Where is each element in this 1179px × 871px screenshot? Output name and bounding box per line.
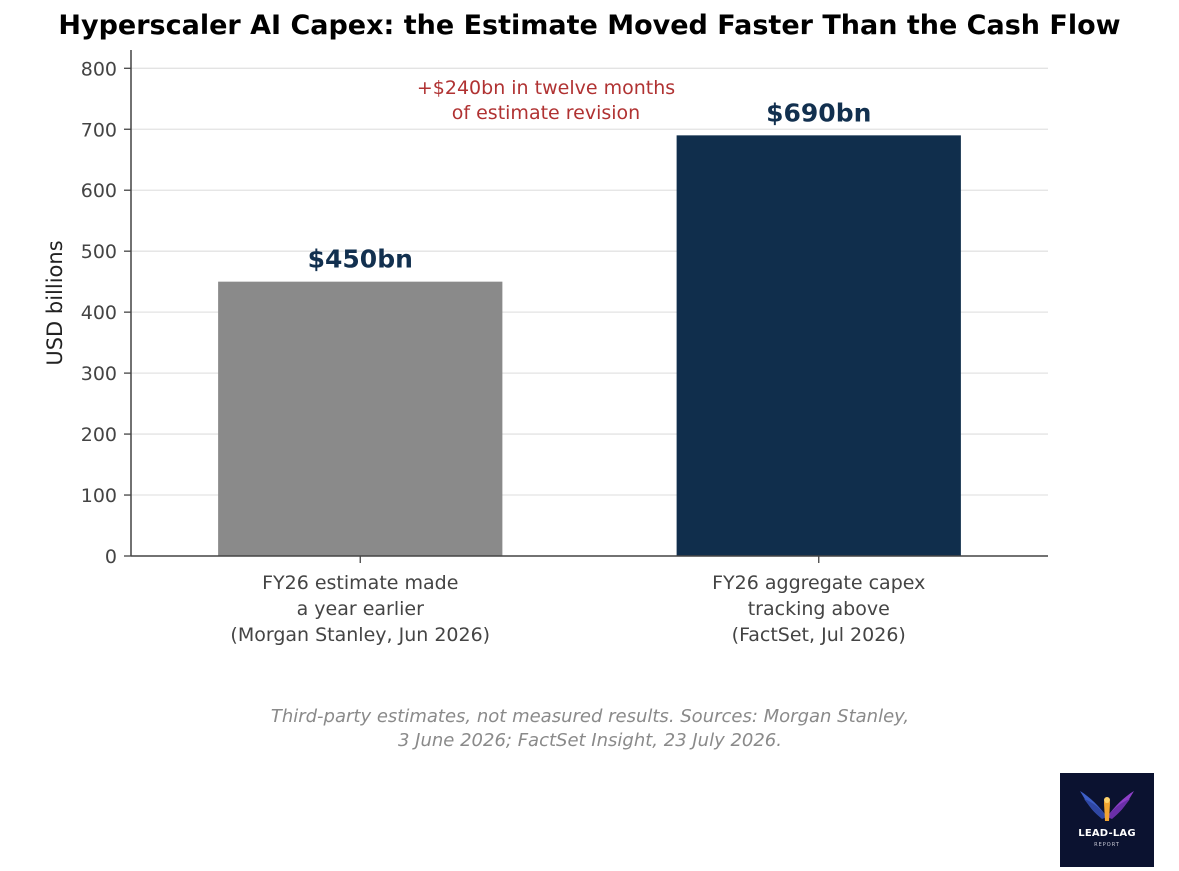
category-label-1-1: tracking above [748, 598, 890, 620]
chart-title: Hyperscaler AI Capex: the Estimate Moved… [58, 10, 1121, 41]
category-label-0-2: (Morgan Stanley, Jun 2026) [230, 624, 490, 646]
y-tick-label-700: 700 [81, 119, 117, 141]
y-axis-label: USD billions [43, 240, 67, 365]
annotation-line-1: of estimate revision [452, 102, 640, 124]
bar-1 [676, 135, 961, 556]
footnote: Third-party estimates, not measured resu… [190, 705, 990, 753]
category-label-0-1: a year earlier [297, 598, 425, 620]
bars [218, 135, 961, 556]
lead-lag-logo: LEAD-LAG REPORT [1060, 773, 1154, 867]
y-tick-label-500: 500 [81, 241, 117, 263]
footnote-line-1: Third-party estimates, not measured resu… [270, 706, 910, 727]
y-tick-label-0: 0 [105, 546, 117, 568]
labels: 0 100 200 300 400 500 600 700 800 $450bn FY26 esti… [81, 58, 926, 646]
annotation-line-0: +$240bn in twelve months [417, 77, 675, 99]
category-label-1-0: FY26 aggregate capex [712, 572, 925, 594]
logo-text: LEAD-LAG [1078, 828, 1136, 839]
y-tick-label-400: 400 [81, 302, 117, 324]
y-tick-label-300: 300 [81, 363, 117, 385]
category-label-0-0: FY26 estimate made [262, 572, 458, 594]
axes [124, 50, 1048, 563]
y-tick-label-600: 600 [81, 180, 117, 202]
y-tick-label-100: 100 [81, 485, 117, 507]
data-label-0: $450bn [308, 245, 413, 274]
footnote-line-2: 3 June 2026; FactSet Insight, 23 July 20… [398, 730, 782, 751]
category-label-1-2: (FactSet, Jul 2026) [732, 624, 906, 646]
logo-subtext: REPORT [1094, 842, 1120, 848]
y-tick-label-200: 200 [81, 424, 117, 446]
phoenix-wings-icon [1080, 791, 1134, 821]
y-tick-label-800: 800 [81, 58, 117, 80]
data-label-1: $690bn [766, 98, 871, 127]
bar-chart: 0 100 200 300 400 500 600 700 800 $450bn FY26 esti… [43, 50, 1048, 646]
bar-0 [218, 281, 503, 556]
